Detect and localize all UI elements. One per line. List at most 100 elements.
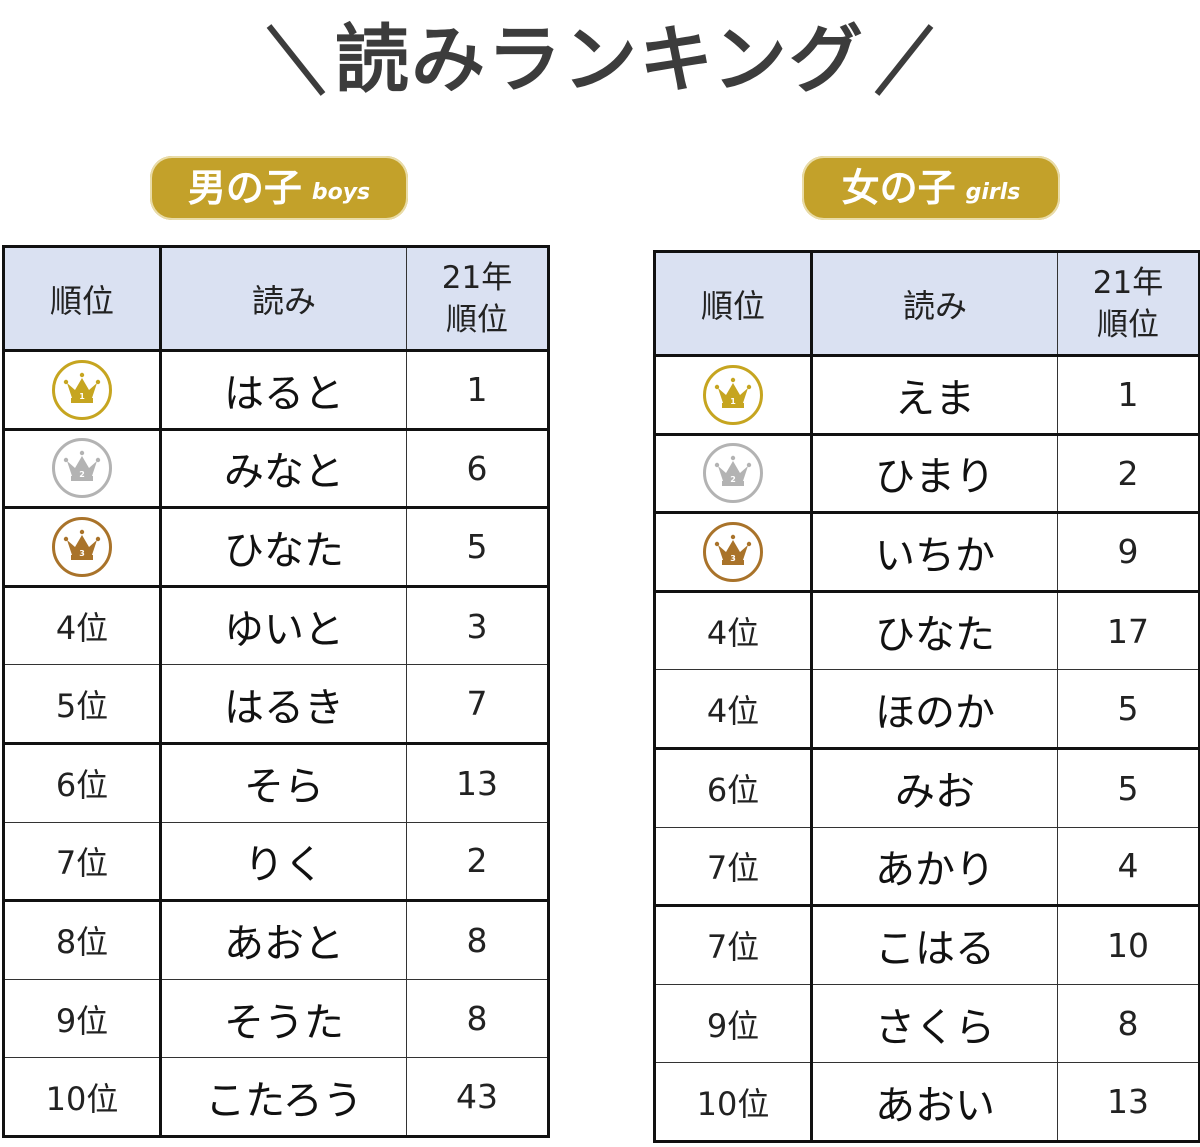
prev-rank-value: 9 — [1117, 532, 1139, 572]
bronze-crown-icon: 3 — [50, 515, 114, 579]
rank-cell: 7位 — [3, 821, 162, 901]
table-row: 9位 さくら 8 — [654, 983, 1200, 1063]
reading-cell: えま — [811, 355, 1058, 435]
reading-cell: あかり — [811, 826, 1058, 906]
reading-cell: そうた — [160, 978, 407, 1058]
rank-label: 7位 — [55, 843, 109, 882]
rank-cell: 9位 — [3, 978, 162, 1058]
reading-cell: いちか — [811, 511, 1058, 592]
table-row: 8位 あおと 8 — [3, 899, 549, 980]
header-prev-line1: 21年 — [1092, 264, 1164, 301]
gold-crown-icon: 1 — [50, 358, 114, 422]
girls-ranking-table: 順位 読み 21年 順位 1 えま 1 2 ひまり 2 3 いちか 9 4位 ひなた 17 4位 ほのか 5… — [653, 250, 1200, 1143]
rank-label: 6位 — [55, 766, 109, 805]
rank-cell: 1 — [3, 350, 162, 430]
header-prev-line2: 順位 — [1097, 306, 1159, 343]
silver-crown-icon: 2 — [50, 436, 114, 500]
table-row: 4位 ゆいと 3 — [3, 584, 549, 665]
prev-rank-cell: 8 — [1057, 983, 1200, 1063]
prev-rank-cell: 4 — [1057, 826, 1200, 906]
prev-rank-value: 1 — [466, 370, 488, 410]
prev-rank-cell: 2 — [406, 821, 549, 901]
table-row: 4位 ひなた 17 — [654, 589, 1200, 670]
name-reading: はるき — [224, 684, 344, 731]
name-reading: そら — [244, 764, 324, 811]
prev-rank-value: 6 — [466, 448, 488, 488]
prev-rank-cell: 43 — [406, 1057, 549, 1137]
girls-badge-label: 女の子 — [841, 166, 956, 210]
table-header-row: 順位 読み 21年 順位 — [3, 246, 549, 352]
prev-rank-value: 7 — [466, 684, 488, 724]
name-reading: いちか — [875, 532, 995, 579]
prev-rank-cell: 8 — [406, 899, 549, 980]
rank-label: 8位 — [55, 923, 109, 962]
prev-rank-value: 8 — [466, 999, 488, 1039]
boys-badge-sublabel: boys — [311, 180, 371, 205]
table-row: 6位 そら 13 — [3, 741, 549, 823]
reading-cell: こたろう — [160, 1057, 407, 1137]
prev-rank-cell: 8 — [406, 978, 549, 1058]
rank-cell: 1 — [654, 355, 813, 435]
prev-rank-value: 17 — [1107, 611, 1149, 651]
rank-label: 7位 — [706, 848, 760, 887]
rank-label: 5位 — [55, 686, 109, 725]
boys-ranking-table: 順位 読み 21年 順位 1 はると 1 2 みなと 6 3 ひなた 5 4位 ゆいと 3 5位 はるき 7… — [2, 245, 550, 1138]
rank-cell: 6位 — [3, 741, 162, 823]
svg-text:2: 2 — [730, 475, 736, 484]
table-row: 10位 こたろう 43 — [3, 1057, 549, 1137]
rank-cell: 6位 — [654, 746, 813, 828]
table-row: 7位 あかり 4 — [654, 826, 1200, 906]
reading-cell: あおと — [160, 899, 407, 980]
prev-rank-value: 2 — [466, 841, 488, 881]
name-reading: みお — [895, 769, 975, 816]
prev-rank-cell: 13 — [406, 741, 549, 823]
table-row: 3 いちか 9 — [654, 511, 1200, 592]
name-reading: あおと — [224, 921, 344, 968]
prev-rank-value: 13 — [456, 763, 498, 803]
svg-text:3: 3 — [79, 549, 85, 558]
bronze-crown-icon: 3 — [701, 520, 765, 584]
name-reading: えま — [895, 375, 975, 422]
prev-rank-value: 5 — [1117, 768, 1139, 808]
reading-cell: ほのか — [811, 669, 1058, 749]
name-reading: ひまり — [875, 454, 995, 501]
prev-rank-value: 3 — [466, 606, 488, 646]
girls-section-badge: 女の子 girls — [802, 156, 1060, 220]
rank-label: 10位 — [696, 1084, 770, 1123]
boys-badge-label: 男の子 — [187, 166, 302, 210]
svg-text:1: 1 — [79, 392, 85, 401]
header-rank: 順位 — [3, 246, 162, 352]
name-reading: そうた — [224, 999, 344, 1046]
prev-rank-cell: 2 — [1057, 432, 1200, 513]
rank-cell: 7位 — [654, 904, 813, 985]
table-row: 7位 りく 2 — [3, 821, 549, 901]
table-row: 1 はると 1 — [3, 350, 549, 430]
prev-rank-value: 5 — [1117, 689, 1139, 729]
reading-cell: ひまり — [811, 432, 1058, 513]
header-rank: 順位 — [654, 251, 813, 357]
rank-label: 4位 — [55, 609, 109, 648]
rank-label: 10位 — [45, 1079, 119, 1118]
reading-cell: はるき — [160, 664, 407, 744]
name-reading: みなと — [224, 449, 344, 496]
rank-cell: 9位 — [654, 983, 813, 1063]
prev-rank-cell: 5 — [406, 506, 549, 587]
name-reading: ひなた — [875, 612, 995, 659]
name-reading: ゆいと — [224, 607, 344, 654]
rank-cell: 10位 — [654, 1062, 813, 1142]
prev-rank-value: 43 — [456, 1077, 498, 1117]
svg-text:2: 2 — [79, 470, 85, 479]
rank-cell: 10位 — [3, 1057, 162, 1137]
rank-cell: 4位 — [654, 589, 813, 670]
girls-badge-sublabel: girls — [965, 180, 1021, 205]
rank-cell: 3 — [654, 511, 813, 592]
gold-crown-icon: 1 — [701, 363, 765, 427]
reading-cell: ゆいと — [160, 584, 407, 665]
page-title: 読みランキング — [0, 10, 1200, 110]
reading-cell: はると — [160, 350, 407, 430]
table-row: 7位 こはる 10 — [654, 904, 1200, 985]
rank-cell: 3 — [3, 506, 162, 587]
page-title-text: 読みランキング — [335, 17, 865, 103]
prev-rank-value: 5 — [466, 527, 488, 567]
rank-label: 9位 — [706, 1006, 760, 1045]
